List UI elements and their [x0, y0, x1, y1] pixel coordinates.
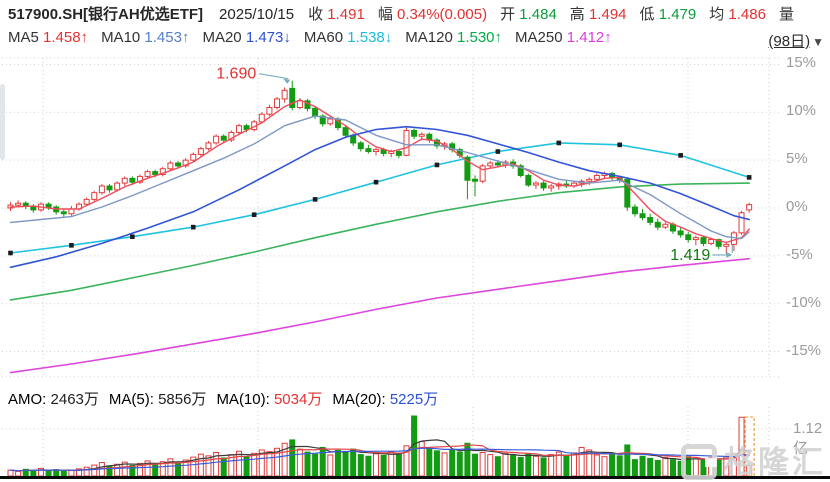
- quote-header: 517900.SH[银行AH优选ETF] 2025/10/15 收 1.491 幅 0…: [8, 3, 807, 24]
- volume-chart[interactable]: [0, 405, 830, 482]
- ma-field-4: MA120 1.530↑: [405, 29, 503, 46]
- gelonghui-logo-icon: [681, 444, 717, 480]
- amo-field-1: MA(5): 5856万: [108, 391, 207, 408]
- y-tick-10%: 10%: [786, 102, 817, 119]
- svg-text:1.419: 1.419: [670, 247, 710, 264]
- trade-date: 2025/10/15: [219, 6, 295, 23]
- ma-header: MA5 1.458↑ MA10 1.453↑ MA20 1.473↓ MA60 1.5…: [8, 29, 625, 46]
- quote-field-3: 高 1.494: [569, 6, 627, 23]
- quote-field-2: 开 1.484: [500, 6, 557, 23]
- volume-ref-label: 1.12亿: [793, 420, 823, 457]
- ma-field-2: MA20 1.473↓: [202, 29, 291, 46]
- y-tick-5%: 5%: [786, 150, 808, 167]
- amo-field-0: AMO: 2463万: [8, 391, 99, 408]
- gelonghui-watermark: 格隆汇: [681, 444, 826, 480]
- quote-field-5: 均 1.486: [709, 6, 766, 23]
- quote-field-4: 低 1.479: [639, 6, 697, 23]
- ma-field-5: MA250 1.412↑: [515, 29, 612, 46]
- quote-fields: 收 1.491 幅 0.34%(0.005) 开 1.484 高 1.494 低 1.4…: [308, 6, 807, 23]
- y-tick-0%: 0%: [786, 198, 808, 215]
- bottom-frame-line: [0, 476, 830, 479]
- svg-text:1.690: 1.690: [216, 66, 256, 83]
- symbol-name: 517900.SH[银行AH优选ETF]: [8, 6, 204, 23]
- candlestick-chart[interactable]: 1.690 1.419: [0, 55, 830, 385]
- volume-header: AMO: 2463万 MA(5): 5856万 MA(10): 5034万 MA(20…: [8, 388, 448, 409]
- y-tick--15%: -15%: [786, 342, 822, 359]
- ma-field-0: MA5 1.458↑: [8, 29, 89, 46]
- quote-field-6: 量: [778, 6, 794, 23]
- ma-field-1: MA10 1.453↑: [101, 29, 190, 46]
- amo-field-2: MA(10): 5034万: [216, 391, 323, 408]
- quote-field-1: 幅 0.34%(0.005): [377, 6, 488, 23]
- chevron-down-icon[interactable]: ▼: [812, 35, 824, 49]
- y-tick--5%: -5%: [786, 246, 813, 263]
- period-label[interactable]: (98日): [768, 33, 811, 50]
- amo-field-3: MA(20): 5225万: [332, 391, 439, 408]
- ma-field-3: MA60 1.538↓: [303, 29, 393, 46]
- y-tick--10%: -10%: [786, 294, 822, 311]
- left-scrollbar[interactable]: [0, 84, 5, 160]
- y-tick-15%: 15%: [786, 54, 817, 71]
- period-selector[interactable]: (98日) ▼: [768, 30, 824, 51]
- watermark-text: 格隆汇: [724, 444, 826, 480]
- ma-values: MA5 1.458↑ MA10 1.453↑ MA20 1.473↓ MA60 1.5…: [8, 29, 625, 46]
- quote-field-0: 收 1.491: [308, 6, 365, 23]
